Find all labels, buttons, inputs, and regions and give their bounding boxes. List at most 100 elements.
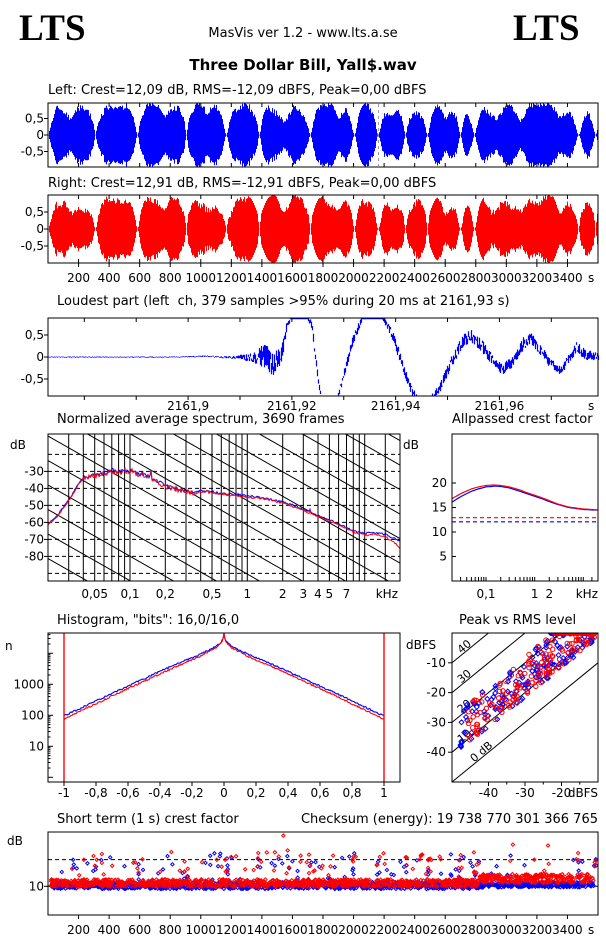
x-tick-label: 0,4 xyxy=(278,786,297,800)
time-tick-label: 1600 xyxy=(277,923,308,937)
x-tick-label: -0,4 xyxy=(148,786,171,800)
time-tick-label: 400 xyxy=(98,923,121,937)
time-tick-label: 2800 xyxy=(461,923,492,937)
x-tick-label: -20 xyxy=(552,786,572,800)
x-tick-label: 1 xyxy=(380,786,388,800)
histogram-caption: Histogram, "bits": 16,0/16,0 xyxy=(57,613,240,628)
y-tick-label: 15 xyxy=(432,501,447,515)
time-unit-label: s xyxy=(588,923,594,937)
y-tick-label: -50 xyxy=(24,498,44,512)
left-waveform-plot: 0,5 0 -0,5 xyxy=(21,102,599,168)
y-tick-label: 10 xyxy=(29,879,44,893)
x-tick-label: 0 xyxy=(220,786,228,800)
spectrum-plot: dB -30 -40 -50 -60 -70 -80 0,05 0,1 0,2 0,5 1 2 3 4 5 7 k… xyxy=(10,433,401,601)
x-tick-label: 0,5 xyxy=(202,587,221,601)
time-tick-label: 2800 xyxy=(461,271,492,285)
y-unit-label: dB xyxy=(10,438,26,452)
time-tick-label: 2400 xyxy=(399,923,430,937)
y-tick-label: 0 xyxy=(36,128,44,142)
x-tick-label: 0,2 xyxy=(246,786,265,800)
time-tick-label: 3000 xyxy=(491,923,522,937)
x-tick-label: 2 xyxy=(546,587,554,601)
time-tick-label: 3000 xyxy=(491,271,522,285)
x-tick-label: 4 xyxy=(314,587,322,601)
y-tick-label: -0,5 xyxy=(21,372,44,386)
time-tick-label: 200 xyxy=(67,923,90,937)
time-tick-label: 200 xyxy=(67,271,90,285)
x-tick-label: -40 xyxy=(479,786,499,800)
time-tick-label: 800 xyxy=(159,271,182,285)
time-tick-label: 1400 xyxy=(247,271,278,285)
peak-rms-points xyxy=(457,633,598,751)
x-tick-label: 0,2 xyxy=(156,587,175,601)
allpassed-crest-plot: 20 15 10 5 dB 0,1 1 2 kHz xyxy=(403,433,599,601)
time-tick-label: 2600 xyxy=(430,271,461,285)
x-tick-label: 0,05 xyxy=(81,587,108,601)
crest-line-label: 40 xyxy=(455,637,474,656)
time-tick-label: 2161,9 xyxy=(167,399,209,413)
left-waveform-caption: Left: Crest=12,09 dB, RMS=-12,09 dBFS, P… xyxy=(48,83,427,98)
x-tick-label: 1 xyxy=(244,587,252,601)
y-tick-label: 0 xyxy=(36,222,44,236)
time-tick-label: 2200 xyxy=(369,271,400,285)
right-waveform-caption: Right: Crest=12,91 dB, RMS=-12,91 dBFS, … xyxy=(48,176,437,191)
y-tick-label: -40 xyxy=(24,481,44,495)
x-unit-label: kHz xyxy=(576,587,598,601)
time-tick-label: 2000 xyxy=(338,271,369,285)
loudest-part-caption: Loudest part (left ch, 379 samples >95% … xyxy=(57,294,510,309)
time-tick-label: 1200 xyxy=(216,271,247,285)
x-tick-label: 0,8 xyxy=(342,786,361,800)
y-tick-label: -60 xyxy=(24,515,44,529)
y-tick-label: 5 xyxy=(439,550,447,564)
x-tick-label: -30 xyxy=(515,786,535,800)
y-tick-label: -20 xyxy=(426,686,446,700)
y-tick-label: 0,5 xyxy=(25,205,44,219)
time-unit-label: s xyxy=(588,399,594,413)
time-unit-label: s xyxy=(588,271,594,285)
time-tick-label: 800 xyxy=(159,923,182,937)
x-tick-label: -0,2 xyxy=(180,786,203,800)
y-tick-label: 0,5 xyxy=(25,328,44,342)
app-version-line: MasVis ver 1.2 - www.lts.a.se xyxy=(208,26,398,41)
y-tick-label: 100 xyxy=(21,708,44,722)
y-tick-label: -10 xyxy=(426,656,446,670)
time-tick-label: 3200 xyxy=(522,271,553,285)
x-tick-label: 0,1 xyxy=(476,587,495,601)
time-tick-label: 3200 xyxy=(522,923,553,937)
time-tick-label: 400 xyxy=(98,271,121,285)
y-tick-label: 20 xyxy=(432,476,447,490)
x-tick-label: 0,6 xyxy=(310,786,329,800)
time-tick-label: 2200 xyxy=(369,923,400,937)
time-tick-label: 2161,92 xyxy=(267,399,317,413)
time-tick-label: 2000 xyxy=(338,923,369,937)
time-tick-label: 600 xyxy=(128,271,151,285)
checksum-label: Checksum (energy): 19 738 770 301 366 76… xyxy=(300,812,598,827)
y-tick-label: 10 xyxy=(29,739,44,753)
time-tick-label: 2600 xyxy=(430,923,461,937)
logo-left: LTS xyxy=(19,8,86,49)
y-tick-label: 0,5 xyxy=(25,112,44,126)
y-tick-label: 0 xyxy=(36,350,44,364)
allpassed-caption: Allpassed crest factor xyxy=(452,412,593,427)
time-tick-label: 1200 xyxy=(216,923,247,937)
spectrum-caption: Normalized average spectrum, 3690 frames xyxy=(57,412,345,427)
time-tick-label: 3400 xyxy=(552,271,583,285)
y-tick-label: 10 xyxy=(432,525,447,539)
time-tick-label: 2400 xyxy=(399,271,430,285)
x-tick-label: -0,6 xyxy=(116,786,139,800)
y-tick-label: -0,5 xyxy=(21,145,44,159)
x-tick-label: 3 xyxy=(300,587,308,601)
x-tick-label: -0,8 xyxy=(84,786,107,800)
x-tick-label: 7 xyxy=(343,587,351,601)
y-tick-label: -70 xyxy=(24,532,44,546)
time-tick-label: 3400 xyxy=(552,923,583,937)
time-tick-label: 2161,96 xyxy=(475,399,525,413)
time-tick-label: 2161,94 xyxy=(371,399,421,413)
y-unit-label: n xyxy=(5,639,13,653)
logo-right: LTS xyxy=(513,8,580,49)
x-tick-label: 2 xyxy=(279,587,287,601)
x-tick-label: -1 xyxy=(58,786,70,800)
